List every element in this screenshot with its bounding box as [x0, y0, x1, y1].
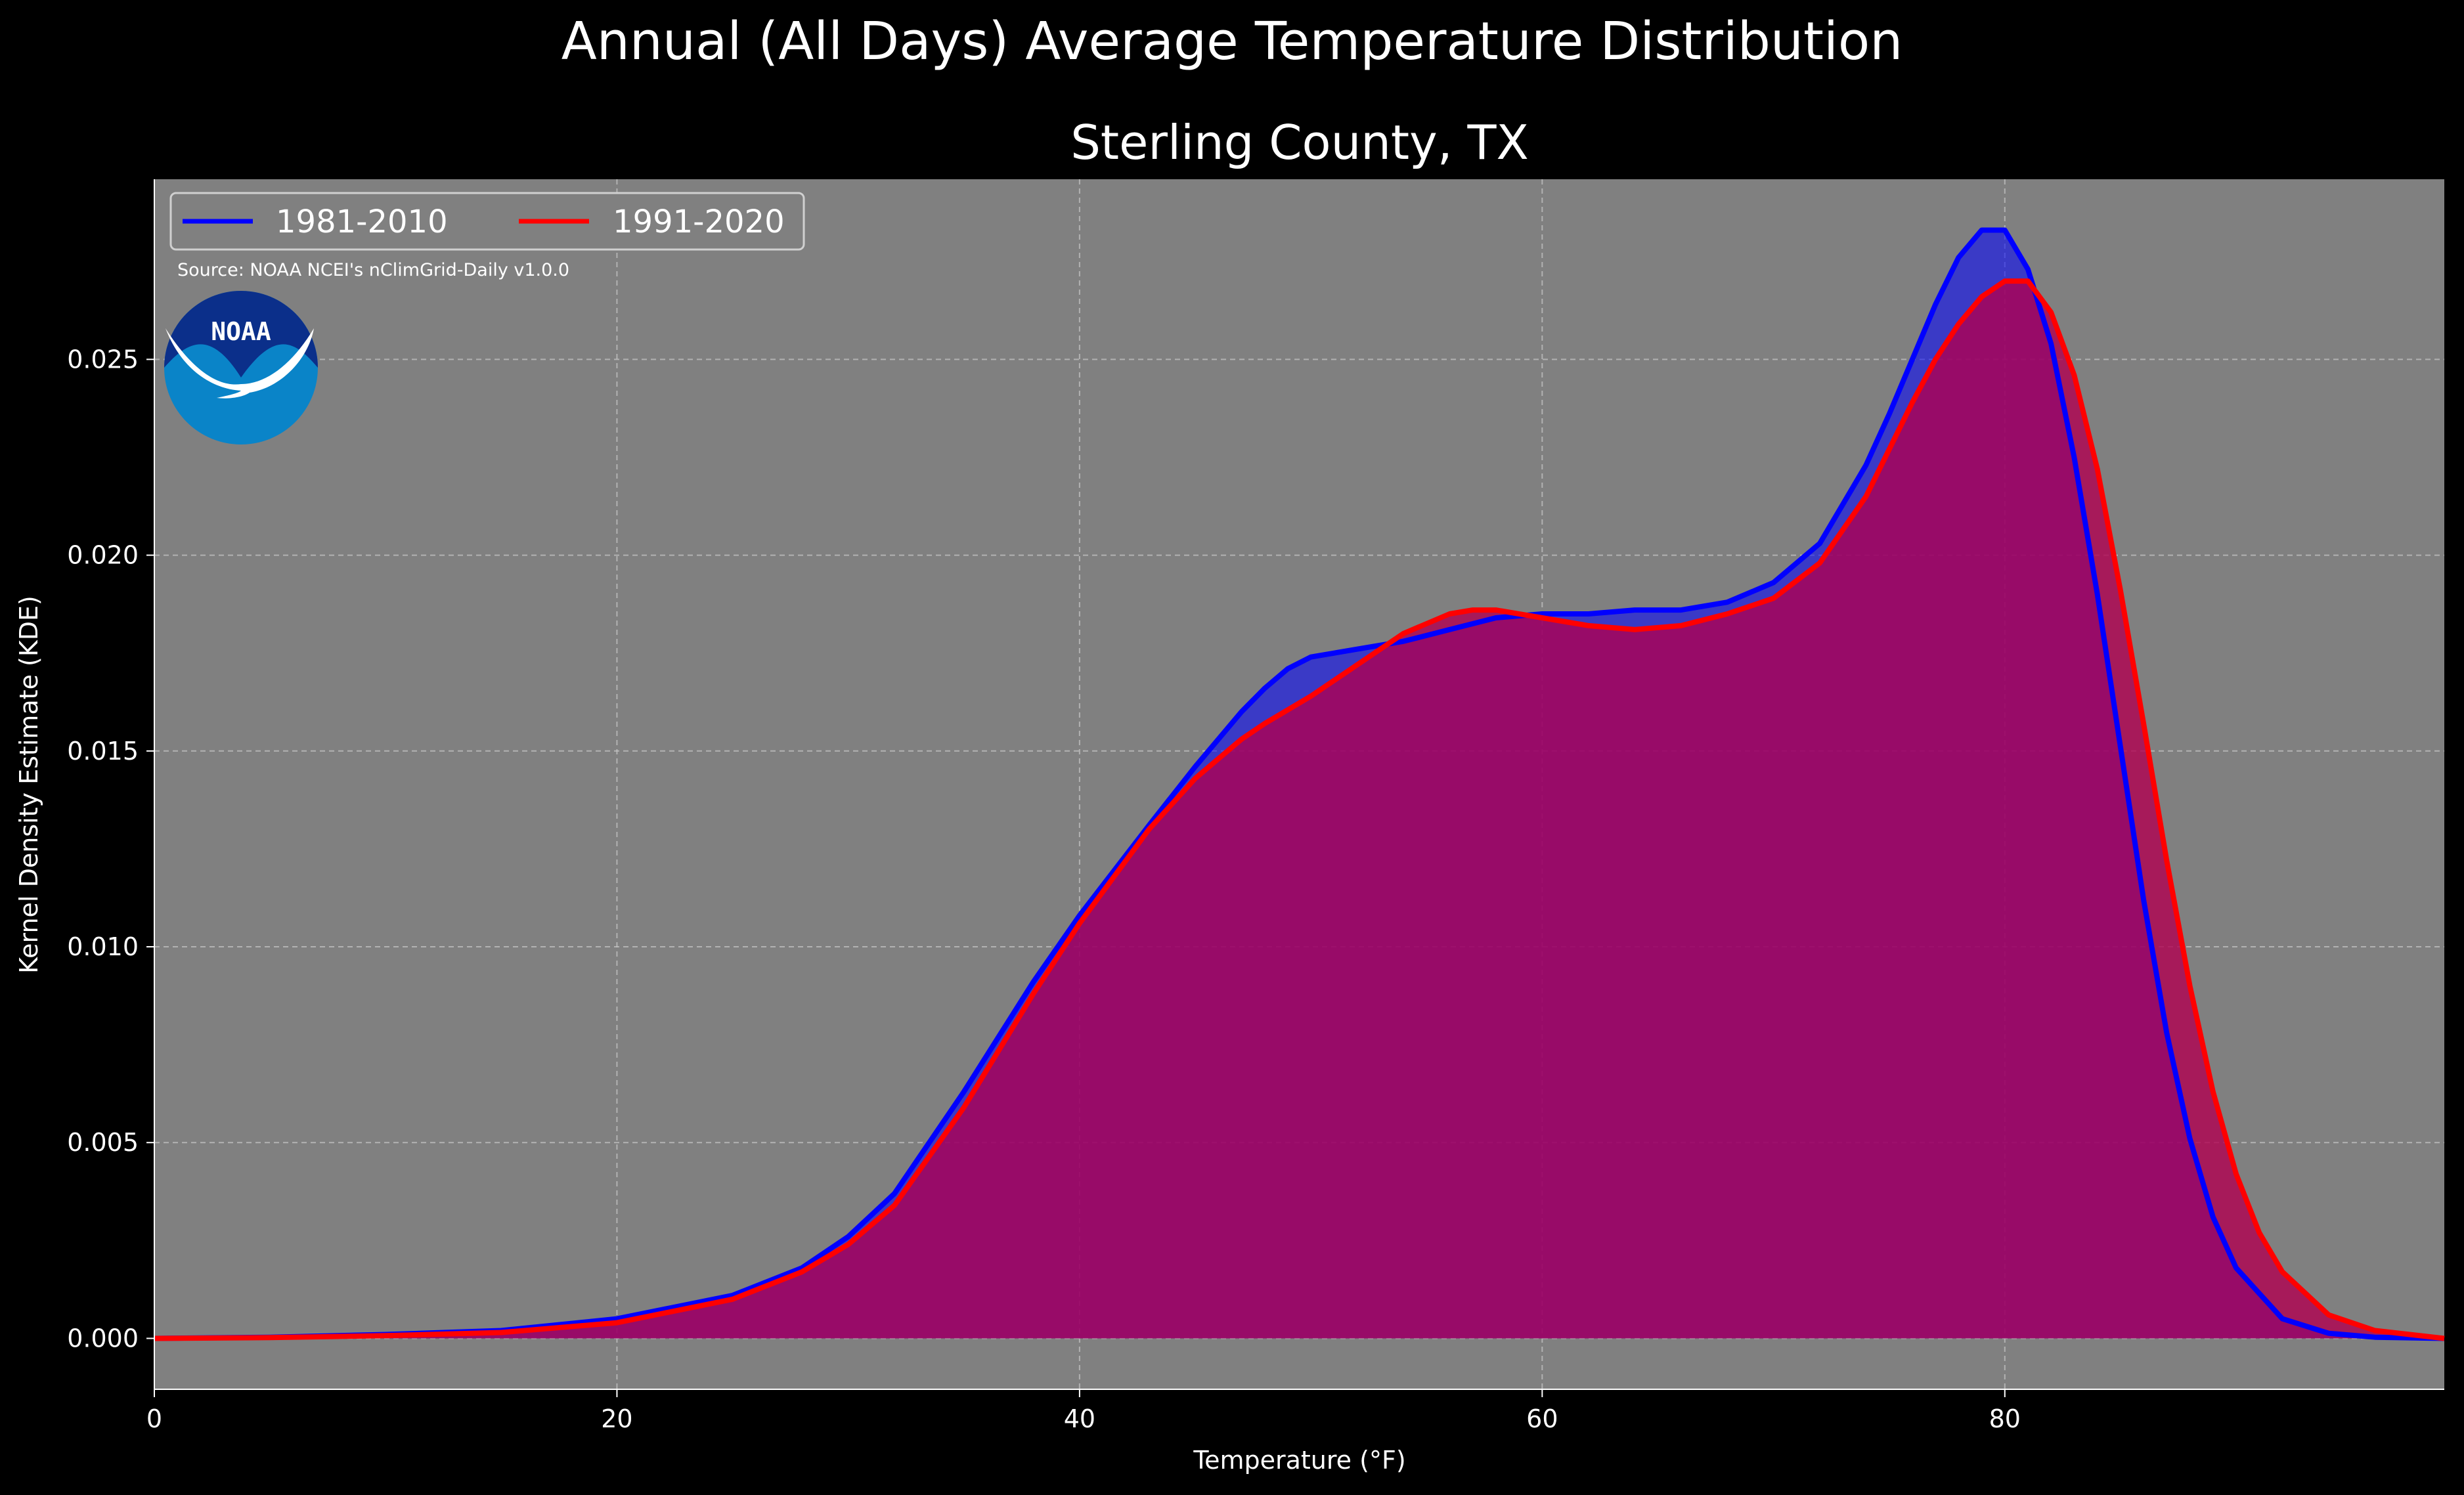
legend: 1981-2010 1991-2020	[169, 192, 805, 251]
y-tick-label: 0.015	[67, 737, 139, 766]
y-tick-label: 0.005	[67, 1128, 139, 1157]
series-line-1991-2020	[154, 278, 2445, 1341]
x-tick-label: 40	[1064, 1404, 1095, 1433]
chart-subtitle: Sterling County, TX	[1070, 115, 1529, 170]
noaa-logo: NOAA	[164, 291, 318, 444]
ticks: 0 20 40 60 80 0.000 0.005 0.010 0.015 0.020 0.025	[67, 345, 2021, 1433]
legend-label-1981-2010: 1981-2010	[276, 204, 448, 240]
noaa-logo-top	[164, 291, 318, 378]
series-layer	[154, 227, 2445, 1341]
source-note: Source: NOAA NCEI's nClimGrid-Daily v1.0…	[177, 260, 569, 280]
x-tick-label: 80	[1989, 1404, 2021, 1433]
noaa-logo-text: NOAA	[211, 317, 271, 346]
y-tick-label: 0.010	[67, 932, 139, 961]
x-tick-label: 0	[146, 1404, 162, 1433]
series-line-1981-2010	[154, 227, 2445, 1341]
axes	[154, 179, 2444, 1390]
noaa-logo-bird	[165, 328, 314, 399]
y-tick-label: 0.025	[67, 345, 139, 374]
y-tick-label: 0.020	[67, 541, 139, 570]
x-tick-label: 60	[1526, 1404, 1558, 1433]
figure-title: Annual (All Days) Average Temperature Di…	[561, 11, 1903, 72]
legend-frame	[169, 192, 805, 251]
y-axis-label: Kernel Density Estimate (KDE)	[14, 596, 43, 974]
series-area-1991-2020	[154, 281, 2444, 1339]
legend-label-1991-2020: 1991-2020	[613, 204, 785, 240]
x-axis-label: Temperature (°F)	[1193, 1446, 1405, 1475]
y-tick-label: 0.000	[67, 1324, 139, 1353]
x-tick-label: 20	[601, 1404, 632, 1433]
